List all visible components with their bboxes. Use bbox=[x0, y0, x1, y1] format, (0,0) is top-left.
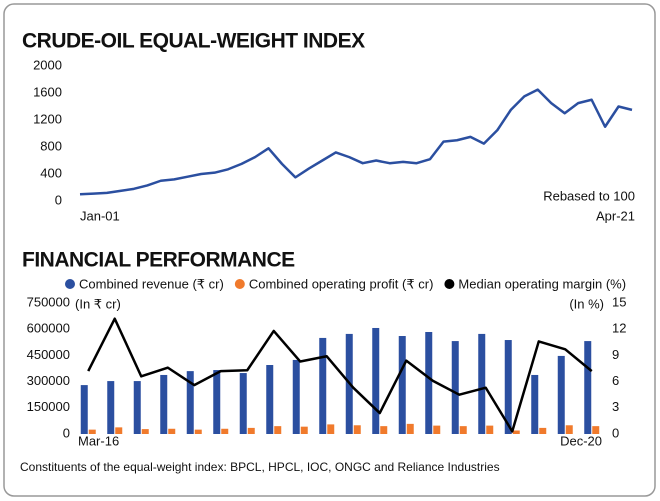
y-tick-label: 2000 bbox=[33, 57, 62, 72]
legend-marker bbox=[444, 279, 455, 289]
bar bbox=[565, 425, 573, 434]
bar bbox=[584, 341, 592, 434]
bar bbox=[486, 425, 494, 434]
y-tick-label: 0 bbox=[63, 425, 70, 440]
bar bbox=[247, 427, 255, 434]
y2-tick-label: 3 bbox=[612, 399, 619, 414]
y-tick-label: 300000 bbox=[27, 373, 70, 388]
bar bbox=[107, 381, 115, 434]
bar bbox=[266, 365, 274, 434]
bar bbox=[319, 337, 327, 434]
y2-axis-label: (In %) bbox=[569, 296, 604, 311]
chart-title: FINANCIAL PERFORMANCE bbox=[22, 249, 295, 272]
bar bbox=[425, 331, 433, 434]
y-tick-label: 1200 bbox=[33, 111, 62, 126]
y2-tick-label: 6 bbox=[612, 373, 619, 388]
bar bbox=[221, 428, 229, 434]
bar bbox=[80, 385, 88, 434]
bar bbox=[380, 426, 388, 434]
bar bbox=[292, 359, 300, 434]
legend-marker bbox=[65, 279, 75, 289]
bar bbox=[478, 333, 486, 434]
bar bbox=[398, 336, 406, 434]
bar bbox=[433, 425, 441, 434]
legend-label: Median operating margin (%) bbox=[458, 276, 626, 291]
bar bbox=[451, 341, 459, 434]
x-tick-label: Mar-16 bbox=[78, 433, 119, 448]
chart-title: CRUDE-OIL EQUAL-WEIGHT INDEX bbox=[22, 30, 365, 53]
x-tick-label: Jan-01 bbox=[80, 208, 120, 223]
bar bbox=[194, 429, 202, 434]
x-tick-label: Apr-21 bbox=[596, 208, 635, 223]
y2-tick-label: 9 bbox=[612, 347, 619, 362]
bar bbox=[300, 426, 308, 434]
y-tick-label: 150000 bbox=[27, 399, 70, 414]
legend-marker bbox=[234, 279, 245, 289]
bar bbox=[168, 428, 176, 434]
bar bbox=[459, 426, 467, 434]
bar bbox=[406, 423, 414, 434]
bar bbox=[531, 374, 539, 434]
bar bbox=[160, 374, 168, 434]
bar bbox=[88, 429, 96, 434]
y-tick-label: 1600 bbox=[33, 84, 62, 99]
bar bbox=[115, 427, 123, 434]
margin-line bbox=[87, 317, 593, 433]
y-tick-label: 0 bbox=[55, 192, 62, 207]
bar bbox=[274, 426, 282, 434]
y-tick-label: 750000 bbox=[27, 294, 70, 309]
legend-label: Combined operating profit (₹ cr) bbox=[249, 276, 434, 291]
frame bbox=[3, 3, 656, 497]
bar bbox=[213, 370, 221, 434]
bar bbox=[141, 429, 149, 434]
index-line bbox=[79, 88, 633, 196]
legend-label: Combined revenue (₹ cr) bbox=[79, 276, 224, 291]
bar bbox=[504, 340, 512, 434]
y-tick-label: 400 bbox=[40, 165, 62, 180]
y2-tick-label: 0 bbox=[612, 425, 619, 440]
x-tick-label: Dec-20 bbox=[560, 433, 602, 448]
annotation: Rebased to 100 bbox=[543, 188, 635, 203]
bar bbox=[539, 427, 547, 434]
bar bbox=[353, 425, 361, 434]
bar bbox=[592, 426, 600, 434]
bar bbox=[239, 373, 247, 434]
bar bbox=[186, 371, 194, 434]
bar bbox=[327, 424, 335, 434]
footnote: Constituents of the equal-weight index: … bbox=[20, 460, 500, 474]
y2-tick-label: 12 bbox=[612, 321, 626, 336]
y-tick-label: 600000 bbox=[27, 321, 70, 336]
bar bbox=[512, 430, 520, 434]
y2-tick-label: 15 bbox=[612, 294, 626, 309]
y-tick-label: 450000 bbox=[27, 347, 70, 362]
bar bbox=[372, 327, 380, 434]
bar bbox=[557, 355, 565, 434]
bar bbox=[133, 381, 141, 434]
y-axis-label: (In ₹ cr) bbox=[75, 296, 121, 311]
y-tick-label: 800 bbox=[40, 138, 62, 153]
